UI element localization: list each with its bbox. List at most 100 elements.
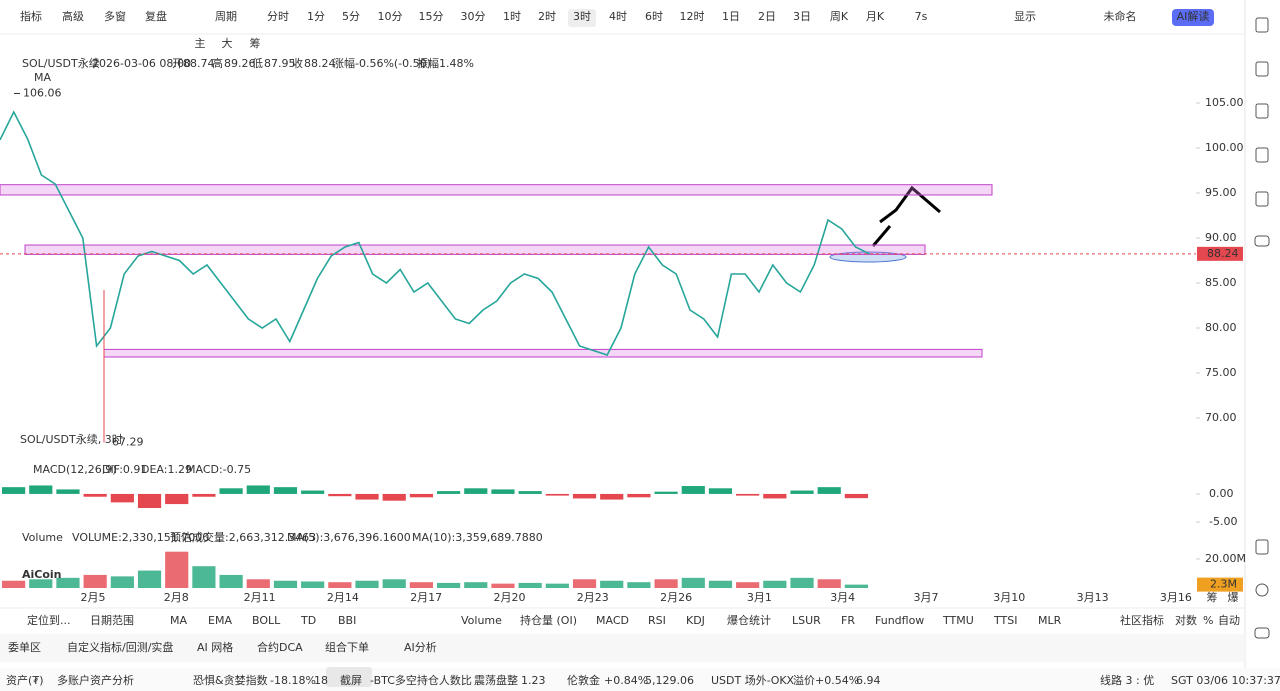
tab[interactable]: 合约DCA bbox=[257, 640, 303, 654]
indicator-button[interactable]: MACD bbox=[596, 614, 629, 627]
period-button[interactable]: 10分 bbox=[378, 10, 403, 23]
period-button[interactable]: 周K bbox=[830, 10, 849, 23]
macd-bar bbox=[328, 493, 352, 497]
status-item: 1.23 bbox=[521, 674, 546, 687]
drawing-tool[interactable]: 筹 bbox=[250, 36, 261, 50]
indicator-button[interactable]: LSUR bbox=[792, 614, 821, 627]
macd-bar bbox=[844, 493, 868, 499]
indicator-button[interactable]: Fundflow bbox=[875, 614, 924, 627]
period-button[interactable]: 2日 bbox=[758, 10, 776, 23]
period-button[interactable]: 1日 bbox=[722, 10, 740, 23]
macd-bar bbox=[110, 493, 134, 503]
indicator-button[interactable]: BBI bbox=[338, 614, 356, 627]
macd-bar bbox=[654, 491, 678, 494]
indicator-button[interactable]: TTSI bbox=[993, 614, 1017, 627]
macd-bar bbox=[165, 493, 189, 505]
macd-bar bbox=[273, 487, 298, 494]
period-button[interactable]: 15分 bbox=[419, 10, 444, 23]
toolbar-item[interactable]: 周期 bbox=[215, 10, 237, 23]
volume-bar bbox=[790, 577, 814, 588]
macd-bar bbox=[192, 493, 216, 497]
ma-label: MA bbox=[34, 71, 51, 84]
volume-bar bbox=[2, 580, 26, 588]
status-item: 溢价 bbox=[793, 673, 815, 687]
indicator-button[interactable]: TD bbox=[300, 614, 316, 627]
info-item: 88.74 bbox=[183, 57, 215, 70]
status-item: 截屏 bbox=[340, 673, 362, 687]
info-item: 涨幅 bbox=[333, 57, 355, 70]
period-button[interactable]: 3日 bbox=[793, 10, 811, 23]
tab[interactable]: 自定义指标/回测/实盘 bbox=[67, 640, 173, 654]
toolbar-item[interactable]: 指标 bbox=[20, 9, 42, 23]
volume-bar bbox=[137, 570, 162, 588]
period-button[interactable]: 12时 bbox=[680, 10, 705, 23]
indicator-button[interactable]: 自动 bbox=[1218, 614, 1240, 627]
toolbar-item[interactable]: 复盘 bbox=[145, 9, 167, 23]
volume-bar bbox=[708, 580, 733, 588]
indicator-button[interactable]: RSI bbox=[648, 614, 666, 627]
axis-tool[interactable]: 爆 bbox=[1228, 590, 1239, 604]
indicator-button[interactable]: 持仓量 (OI) bbox=[520, 613, 577, 627]
status-item: 恐惧&贪婪指数 bbox=[193, 673, 268, 687]
y-tick-label: 85.00 bbox=[1205, 276, 1237, 289]
period-button[interactable]: 5分 bbox=[342, 10, 360, 23]
volume-bar bbox=[817, 579, 841, 588]
period-button[interactable]: 分时 bbox=[267, 10, 289, 23]
period-button[interactable]: 1时 bbox=[503, 10, 521, 23]
indicator-button[interactable]: TTMU bbox=[942, 614, 974, 627]
period-button[interactable]: 4时 bbox=[609, 10, 627, 23]
macd-bar bbox=[708, 488, 733, 494]
toolbar-item[interactable]: 7s bbox=[915, 10, 928, 23]
period-button[interactable]: 3时 bbox=[573, 10, 591, 23]
indicator-button[interactable]: 爆仓统计 bbox=[727, 613, 771, 627]
macd-legend: DIF:0.91 bbox=[102, 463, 147, 476]
x-tick-label: 2月20 bbox=[494, 591, 526, 604]
axis-tool[interactable]: 筹 bbox=[1207, 590, 1218, 604]
toolbar-item[interactable]: AI解读 bbox=[1177, 9, 1210, 23]
info-item: 振幅 bbox=[417, 56, 439, 70]
volume-bar bbox=[545, 583, 569, 588]
volume-bar bbox=[437, 582, 461, 588]
volume-bar bbox=[654, 579, 678, 588]
indicator-button[interactable]: 社区指标 bbox=[1120, 613, 1164, 627]
tab[interactable]: 委单区 bbox=[8, 641, 41, 654]
indicator-button[interactable]: FR bbox=[841, 614, 855, 627]
status-item: 伦敦金 bbox=[567, 673, 600, 687]
drawing-tool[interactable]: 大 bbox=[222, 36, 233, 50]
macd-bar bbox=[464, 488, 488, 494]
indicator-button[interactable]: KDJ bbox=[686, 614, 705, 627]
drawing-tool[interactable]: 主 bbox=[195, 37, 206, 50]
volume-bar bbox=[110, 576, 134, 588]
indicator-button[interactable]: 对数 bbox=[1175, 613, 1197, 627]
period-button[interactable]: 月K bbox=[866, 10, 885, 23]
indicator-button[interactable]: 日期范围 bbox=[90, 613, 134, 627]
toolbar-item[interactable]: 未命名 bbox=[1104, 9, 1137, 23]
toolbar-item[interactable]: 多窗 bbox=[104, 9, 126, 23]
period-button[interactable]: 30分 bbox=[461, 10, 486, 23]
ai-button[interactable] bbox=[1172, 9, 1214, 26]
macd-bar bbox=[763, 493, 787, 499]
period-button[interactable]: 2时 bbox=[538, 10, 556, 23]
toolbar-item[interactable]: 显示 bbox=[1014, 10, 1036, 23]
indicator-button[interactable]: 定位到... bbox=[27, 613, 71, 627]
tab[interactable]: AI 网格 bbox=[197, 640, 233, 654]
tab[interactable]: 组合下单 bbox=[325, 640, 369, 654]
indicator-button[interactable]: MA bbox=[170, 614, 187, 627]
period-button[interactable]: 1分 bbox=[307, 10, 325, 23]
period-button[interactable]: 6时 bbox=[645, 10, 663, 23]
indicator-button[interactable]: EMA bbox=[208, 614, 232, 627]
active-period[interactable] bbox=[568, 9, 596, 27]
tab[interactable]: AI分析 bbox=[404, 640, 437, 654]
toolbar-item[interactable]: 高级 bbox=[62, 9, 84, 23]
y-tick-label: 105.00 bbox=[1205, 96, 1244, 109]
volume-legend: MA(5):3,676,396.1600 bbox=[287, 531, 411, 544]
screenshot-chip[interactable] bbox=[326, 667, 372, 687]
macd-legend: MACD:-0.75 bbox=[186, 463, 251, 476]
indicator-button[interactable]: Volume bbox=[461, 614, 502, 627]
indicator-button[interactable]: BOLL bbox=[252, 614, 281, 627]
indicator-button[interactable]: % bbox=[1203, 614, 1213, 627]
arrow bbox=[879, 185, 941, 224]
info-item: 低 bbox=[252, 57, 263, 70]
indicator-button[interactable]: MLR bbox=[1038, 614, 1062, 627]
status-item: USDT 场外-OKX bbox=[711, 673, 795, 687]
